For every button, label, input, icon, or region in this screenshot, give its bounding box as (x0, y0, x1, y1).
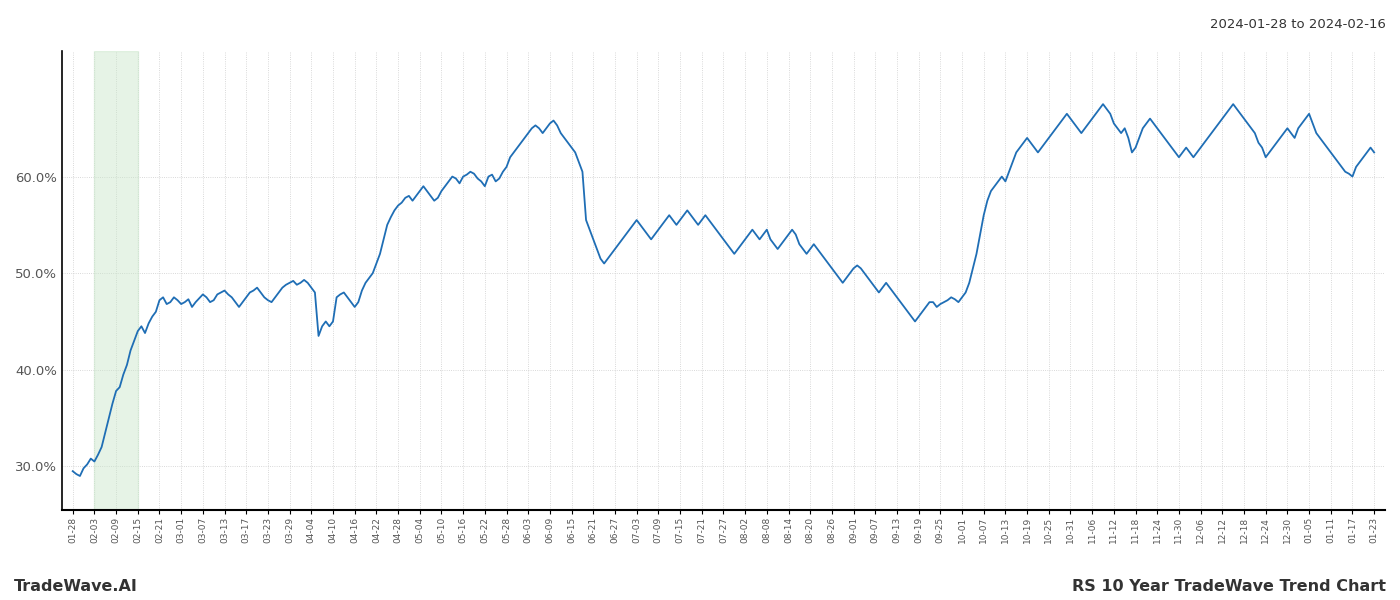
Text: 2024-01-28 to 2024-02-16: 2024-01-28 to 2024-02-16 (1210, 18, 1386, 31)
Bar (94, 51, 137, 510)
Text: TradeWave.AI: TradeWave.AI (14, 579, 137, 594)
Text: RS 10 Year TradeWave Trend Chart: RS 10 Year TradeWave Trend Chart (1072, 579, 1386, 594)
